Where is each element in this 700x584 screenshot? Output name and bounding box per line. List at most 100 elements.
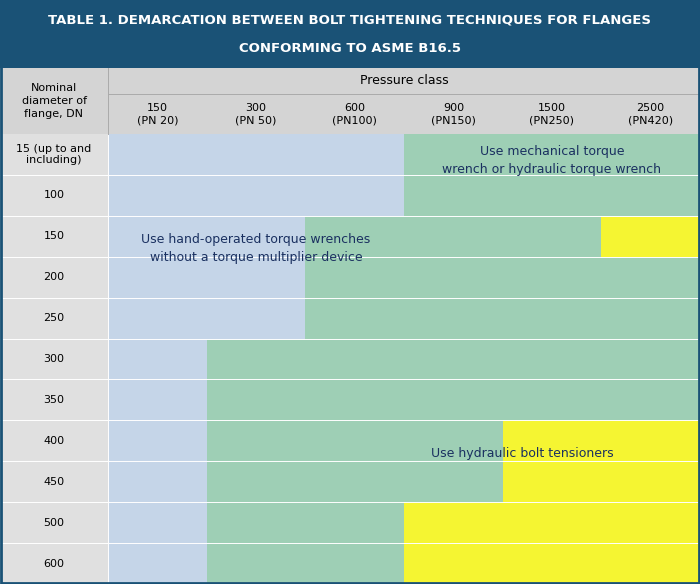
Bar — [503, 380, 601, 420]
Bar — [305, 298, 404, 339]
Bar — [206, 298, 305, 339]
Bar — [305, 134, 404, 175]
Bar — [206, 420, 305, 461]
Text: 500: 500 — [43, 517, 64, 527]
Bar — [305, 175, 404, 216]
Text: Use mechanical torque
wrench or hydraulic torque wrench: Use mechanical torque wrench or hydrauli… — [442, 145, 662, 176]
Bar — [503, 298, 601, 339]
Bar — [0, 0, 700, 68]
Bar — [404, 257, 503, 298]
Bar — [206, 380, 305, 420]
Text: 300
(PN 50): 300 (PN 50) — [235, 103, 276, 125]
Text: 600: 600 — [43, 558, 64, 569]
Text: 15 (up to and
including): 15 (up to and including) — [16, 144, 92, 165]
Bar — [404, 134, 503, 175]
Bar — [404, 461, 503, 502]
Bar — [601, 339, 700, 380]
Text: 600
(PN100): 600 (PN100) — [332, 103, 377, 125]
Bar — [206, 543, 305, 584]
Bar — [108, 420, 206, 461]
Bar — [601, 380, 700, 420]
Bar — [404, 216, 503, 257]
Bar — [601, 216, 700, 257]
Text: 250: 250 — [43, 313, 64, 323]
Bar — [305, 502, 404, 543]
Bar — [601, 175, 700, 216]
Text: Use hydraulic bolt tensioners: Use hydraulic bolt tensioners — [431, 447, 614, 460]
Bar — [601, 134, 700, 175]
Bar — [206, 502, 305, 543]
Bar — [108, 339, 206, 380]
Bar — [404, 339, 503, 380]
Bar — [0, 461, 108, 502]
Bar — [206, 175, 305, 216]
Bar — [601, 502, 700, 543]
Bar — [0, 298, 108, 339]
Bar — [503, 461, 601, 502]
Bar — [503, 420, 601, 461]
Bar — [601, 543, 700, 584]
Bar — [305, 461, 404, 502]
Text: 150: 150 — [43, 231, 64, 241]
Text: Use hand-operated torque wrenches
without a torque multiplier device: Use hand-operated torque wrenches withou… — [141, 233, 370, 264]
Bar — [206, 134, 305, 175]
Bar — [108, 134, 206, 175]
Text: 400: 400 — [43, 436, 64, 446]
Bar — [601, 420, 700, 461]
Bar — [206, 216, 305, 257]
Bar — [206, 339, 305, 380]
Text: 300: 300 — [43, 354, 64, 364]
Bar — [404, 175, 503, 216]
Bar — [305, 339, 404, 380]
Bar — [108, 216, 206, 257]
Bar — [0, 339, 108, 380]
Bar — [108, 502, 206, 543]
Bar — [0, 68, 700, 134]
Bar — [0, 502, 108, 543]
Bar — [601, 461, 700, 502]
Text: TABLE 1. DEMARCATION BETWEEN BOLT TIGHTENING TECHNIQUES FOR FLANGES: TABLE 1. DEMARCATION BETWEEN BOLT TIGHTE… — [48, 14, 652, 27]
Bar — [305, 543, 404, 584]
Bar — [108, 380, 206, 420]
Text: Pressure class: Pressure class — [360, 75, 448, 88]
Bar — [0, 134, 108, 175]
Bar — [0, 216, 108, 257]
Text: Nominal
diameter of
flange, DN: Nominal diameter of flange, DN — [22, 83, 87, 119]
Text: 200: 200 — [43, 272, 64, 282]
Bar — [305, 420, 404, 461]
Text: 450: 450 — [43, 477, 64, 486]
Bar — [404, 543, 503, 584]
Bar — [108, 543, 206, 584]
Bar — [503, 216, 601, 257]
Bar — [0, 257, 108, 298]
Bar — [0, 543, 108, 584]
Bar — [503, 339, 601, 380]
Bar — [404, 420, 503, 461]
Bar — [108, 257, 206, 298]
Bar — [404, 502, 503, 543]
Bar — [601, 257, 700, 298]
Bar — [206, 257, 305, 298]
Bar — [0, 175, 108, 216]
Text: 100: 100 — [43, 190, 64, 200]
Bar — [305, 380, 404, 420]
Text: 1500
(PN250): 1500 (PN250) — [529, 103, 575, 125]
Bar — [108, 461, 206, 502]
Bar — [0, 420, 108, 461]
Bar — [0, 380, 108, 420]
Bar — [503, 543, 601, 584]
Text: 2500
(PN420): 2500 (PN420) — [628, 103, 673, 125]
Bar — [404, 298, 503, 339]
Bar — [601, 298, 700, 339]
Bar — [503, 257, 601, 298]
Bar — [503, 502, 601, 543]
Bar — [404, 380, 503, 420]
Bar — [108, 175, 206, 216]
Bar — [206, 461, 305, 502]
Text: 900
(PN150): 900 (PN150) — [431, 103, 476, 125]
Text: CONFORMING TO ASME B16.5: CONFORMING TO ASME B16.5 — [239, 43, 461, 55]
Bar — [108, 298, 206, 339]
Text: 350: 350 — [43, 395, 64, 405]
Bar — [503, 175, 601, 216]
Bar — [305, 257, 404, 298]
